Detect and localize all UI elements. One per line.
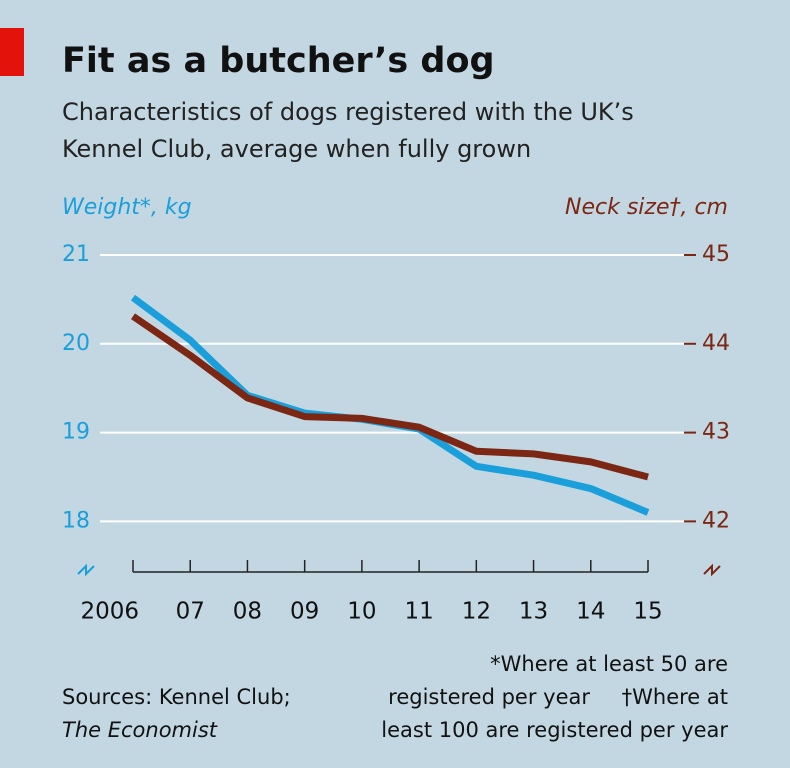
x-tick-label: 14 [576, 599, 605, 625]
x-tick-label: 09 [290, 599, 319, 625]
footnote: least 100 are registered per year [381, 718, 728, 742]
y2-tick-label: 43 [702, 420, 730, 445]
x-tick-label: 2006 [80, 599, 139, 625]
x-tick-label: 12 [462, 599, 491, 625]
subtitle: Kennel Club, average when fully grown [62, 135, 531, 163]
y-tick-label: 20 [62, 331, 90, 356]
axis-break [77, 563, 95, 577]
x-tick-label: 08 [233, 599, 262, 625]
y2-tick-label: 44 [702, 331, 730, 356]
y-axis-label: Weight*, kg [62, 195, 192, 220]
y2-tick-label: 45 [702, 242, 730, 267]
y2-tick-label: 42 [702, 508, 730, 533]
source: Sources: Kennel Club; [62, 685, 291, 709]
series-line [131, 313, 649, 481]
x-tick-label: 10 [347, 599, 376, 625]
chart-title: Fit as a butcher’s dog [62, 41, 495, 81]
footnote: †Where at [622, 685, 728, 709]
source: The Economist [62, 718, 218, 742]
x-tick-label: 11 [404, 599, 433, 625]
x-tick-label: 07 [176, 599, 205, 625]
y2-axis-label: Neck size†, cm [565, 195, 728, 220]
y-tick-label: 19 [62, 420, 90, 445]
y-tick-label: 21 [62, 242, 90, 267]
y-tick-label: 18 [62, 508, 90, 533]
x-tick-label: 13 [519, 599, 548, 625]
axis-break [703, 563, 721, 577]
x-tick-label: 15 [633, 599, 662, 625]
footnote: registered per year [388, 685, 590, 709]
footnote: *Where at least 50 are [490, 652, 728, 676]
red-tag [0, 28, 24, 76]
subtitle: Characteristics of dogs registered with … [62, 98, 634, 126]
